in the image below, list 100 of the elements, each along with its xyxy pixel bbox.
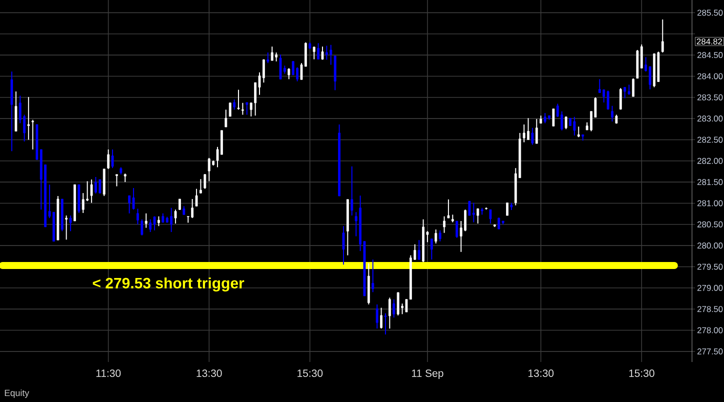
candlestick: [128, 195, 131, 214]
candlestick: [107, 148, 110, 170]
candlestick: [279, 54, 282, 80]
candlestick: [116, 174, 118, 187]
y-tick-label: 277.50: [697, 348, 723, 354]
candlestick: [392, 298, 396, 318]
candlestick: [170, 207, 173, 233]
y-tick-label: 285.50: [697, 10, 723, 16]
candlestick: [552, 108, 555, 127]
candlestick: [27, 96, 30, 140]
y-tick-label: 278.50: [697, 306, 723, 312]
candlestick: [233, 99, 236, 110]
candlestick: [434, 228, 438, 244]
candlestick: [619, 88, 622, 110]
candlestick: [648, 66, 652, 90]
candlestick: [632, 78, 634, 98]
candlestick: [380, 307, 382, 330]
y-tick-label: 278.00: [697, 327, 723, 334]
candlestick: [321, 46, 324, 60]
candlestick: [598, 78, 601, 94]
candlestick: [372, 259, 374, 293]
candlestick: [200, 178, 202, 194]
candlestick: [82, 192, 84, 214]
y-tick-label: 284.00: [697, 73, 723, 80]
candlestick: [430, 238, 433, 260]
y-tick-label: 279.00: [697, 284, 723, 291]
candlestick: [312, 46, 316, 60]
candlestick: [624, 86, 626, 99]
candlestick: [506, 202, 508, 216]
candlestick: [69, 215, 72, 232]
candlestick: [149, 218, 152, 233]
candlestick: [228, 102, 232, 117]
candlestick: [140, 218, 144, 236]
candlestick: [246, 102, 248, 116]
candlestick: [456, 220, 458, 238]
candlestick: [144, 212, 148, 228]
candlestick: [573, 116, 576, 136]
y-tick-label: 280.00: [697, 242, 723, 249]
x-tick-label: 13:30: [196, 370, 222, 377]
candlestick: [90, 179, 93, 204]
candlestick: [237, 89, 240, 110]
candlestick: [195, 188, 198, 207]
candlestick: [132, 187, 135, 210]
candlestick: [174, 209, 177, 224]
candlestick: [330, 44, 332, 66]
candlestick: [224, 109, 228, 128]
candlestick: [384, 312, 387, 335]
candlestick: [208, 157, 210, 182]
candlestick: [438, 230, 442, 242]
candlestick: [325, 45, 328, 60]
candlestick: [606, 90, 610, 110]
y-tick-label: 280.50: [697, 221, 723, 228]
candlestick: [535, 118, 538, 144]
candlestick: [292, 60, 294, 76]
candlestick: [628, 84, 630, 96]
candlestick: [158, 216, 160, 227]
text: 284.82: [696, 38, 722, 44]
candlestick: [531, 127, 534, 146]
candlestick: [32, 119, 34, 150]
candlestick: [522, 124, 526, 143]
y-tick-label: 282.50: [697, 136, 723, 143]
candlestick: [577, 126, 580, 138]
y-tick-label: 283.50: [697, 94, 723, 100]
candlestick: [204, 174, 206, 190]
candlestick: [564, 116, 568, 130]
candlestick: [544, 112, 546, 124]
candlestick: [418, 240, 420, 260]
candlestick: [661, 18, 664, 54]
candlestick: [611, 105, 614, 122]
candlestick: [443, 216, 446, 234]
candlestick: [111, 148, 114, 169]
candlestick: [498, 217, 500, 230]
candlestick: [476, 208, 480, 224]
candlestick: [288, 68, 290, 80]
candlestick: [447, 198, 450, 219]
y-tick-label: 279.50: [697, 264, 723, 270]
candlestick: [388, 297, 391, 330]
candlestick: [350, 166, 354, 216]
candlestick: [396, 292, 400, 316]
x-tick-label: 11 Sep: [412, 370, 444, 380]
y-tick-label: 283.00: [697, 116, 723, 122]
text: Equity: [4, 389, 30, 398]
candlestick: [376, 304, 378, 330]
candlestick: [242, 102, 244, 116]
candlestick: [98, 179, 102, 194]
y-tick-label: 281.50: [697, 179, 723, 186]
candlestick: [468, 200, 471, 216]
candlestick: [489, 209, 492, 224]
x-tick-label: 11:30: [96, 370, 121, 377]
candlestick: [262, 58, 265, 84]
candlestick: [191, 198, 194, 219]
x-tick-label: 15:30: [629, 370, 654, 377]
y-tick-label: 282.00: [697, 158, 723, 164]
y-tick-label: 281.00: [697, 200, 723, 206]
candlestick: [266, 52, 270, 64]
candlestick: [136, 208, 139, 225]
candlestick: [472, 202, 475, 223]
candlestick: [153, 216, 156, 231]
x-tick-label: 15:30: [298, 370, 323, 377]
x-tick-label: 13:30: [528, 370, 554, 377]
